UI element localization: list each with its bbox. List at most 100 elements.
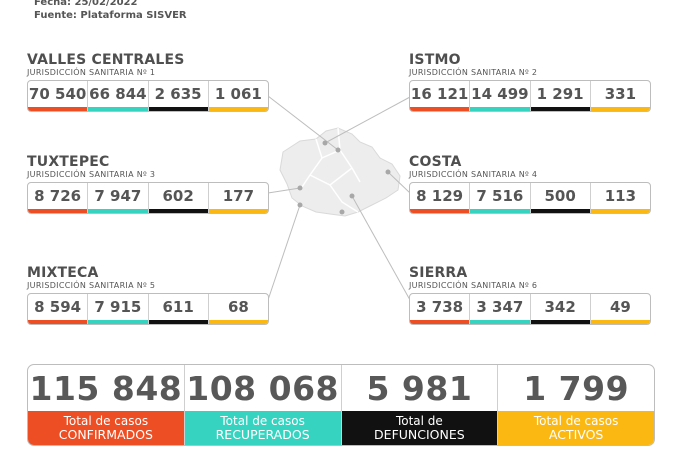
- confirmed-bar: [28, 320, 88, 324]
- deaths-bar: [148, 209, 208, 213]
- stat-recovered: 7 915: [88, 294, 149, 324]
- stat-deaths: 611: [148, 294, 209, 324]
- total-value: 5 981: [366, 368, 473, 408]
- total-label: Total de DEFUNCIONES: [341, 411, 498, 445]
- state-totals: 115 848 Total de casos CONFIRMADOS 108 0…: [27, 364, 655, 446]
- region-sierra: SIERRA JURISDICCIÓN SANITARIA Nº 6 3 738…: [409, 266, 651, 325]
- confirmed-bar: [410, 209, 470, 213]
- total-active: 1 799 Total de casos ACTIVOS: [498, 365, 654, 445]
- total-value: 115 848: [29, 368, 183, 408]
- stat-value: 49: [609, 298, 631, 316]
- stat-active: 49: [590, 294, 650, 324]
- stat-recovered: 14 499: [470, 81, 531, 111]
- region-jurisdiction: JURISDICCIÓN SANITARIA Nº 3: [27, 170, 156, 179]
- stat-value: 611: [162, 298, 194, 316]
- stat-recovered: 7 516: [470, 183, 531, 213]
- stat-value: 7 915: [94, 298, 142, 316]
- stat-recovered: 3 347: [470, 294, 531, 324]
- stat-value: 1 061: [214, 85, 262, 103]
- recovered-bar: [470, 209, 530, 213]
- total-label: Total de casos RECUPERADOS: [184, 411, 341, 445]
- region-stats: 70 540 66 844 2 635 1 061: [27, 80, 269, 112]
- map-leader-lines: [267, 95, 411, 301]
- stat-value: 342: [544, 298, 576, 316]
- recovered-bar: [88, 209, 148, 213]
- active-bar: [208, 320, 268, 324]
- region-stats: 16 121 14 499 1 291 331: [409, 80, 651, 112]
- region-name: VALLES CENTRALES: [27, 52, 185, 68]
- stat-active: 1 061: [208, 81, 268, 111]
- stat-value: 177: [222, 187, 255, 205]
- stat-value: 3 347: [476, 298, 524, 316]
- active-bar: [590, 209, 650, 213]
- deaths-bar: [148, 107, 208, 111]
- total-value: 108 068: [186, 368, 339, 408]
- stat-deaths: 1 291: [530, 81, 591, 111]
- stat-deaths: 500: [530, 183, 591, 213]
- stat-deaths: 602: [148, 183, 209, 213]
- stat-value: 70 540: [28, 85, 87, 103]
- deaths-bar: [530, 320, 590, 324]
- report-date: Fecha: 25/02/2022: [34, 0, 138, 8]
- stat-value: 1 291: [536, 85, 584, 103]
- confirmed-bar: [28, 107, 88, 111]
- total-label-bottom: ACTIVOS: [548, 427, 604, 442]
- stat-active: 113: [590, 183, 650, 213]
- region-name: ISTMO: [409, 52, 461, 68]
- region-name: TUXTEPEC: [27, 154, 110, 170]
- region-name: SIERRA: [409, 265, 468, 281]
- deaths-bar: [148, 320, 208, 324]
- total-label: Total de casos CONFIRMADOS: [28, 411, 184, 445]
- region-valles-centrales: VALLES CENTRALES JURISDICCIÓN SANITARIA …: [27, 53, 269, 112]
- region-stats: 3 738 3 347 342 49: [409, 293, 651, 325]
- stat-confirmed: 8 726: [28, 183, 89, 213]
- report-header: Fecha: 25/02/2022 Fuente: Plataforma SIS…: [34, 0, 187, 22]
- report-source: Fuente: Plataforma SISVER: [34, 10, 187, 21]
- total-label-bottom: DEFUNCIONES: [374, 427, 465, 442]
- stat-value: 8 726: [34, 187, 82, 205]
- stat-active: 177: [208, 183, 268, 213]
- stat-deaths: 342: [530, 294, 591, 324]
- stat-value: 113: [604, 187, 637, 205]
- stat-active: 331: [590, 81, 650, 111]
- recovered-bar: [470, 320, 530, 324]
- region-istmo: ISTMO JURISDICCIÓN SANITARIA Nº 2 16 121…: [409, 53, 651, 112]
- stat-value: 16 121: [410, 85, 469, 103]
- recovered-bar: [88, 107, 148, 111]
- region-jurisdiction: JURISDICCIÓN SANITARIA Nº 6: [409, 281, 538, 290]
- active-bar: [208, 209, 268, 213]
- stat-value: 331: [604, 85, 637, 103]
- stat-confirmed: 3 738: [410, 294, 471, 324]
- region-stats: 8 594 7 915 611 68: [27, 293, 269, 325]
- region-stats: 8 726 7 947 602 177: [27, 182, 269, 214]
- stat-value: 66 844: [89, 85, 147, 103]
- active-bar: [590, 320, 650, 324]
- recovered-bar: [88, 320, 148, 324]
- confirmed-bar: [410, 107, 470, 111]
- stat-value: 7 516: [476, 187, 524, 205]
- region-costa: COSTA JURISDICCIÓN SANITARIA Nº 4 8 129 …: [409, 155, 651, 214]
- stat-recovered: 7 947: [88, 183, 149, 213]
- total-label-top: Total de casos: [63, 414, 149, 428]
- deaths-bar: [530, 107, 590, 111]
- region-jurisdiction: JURISDICCIÓN SANITARIA Nº 5: [27, 281, 156, 290]
- stat-active: 68: [208, 294, 268, 324]
- stat-deaths: 2 635: [148, 81, 209, 111]
- total-label-top: Total de: [395, 414, 443, 428]
- total-label: Total de casos ACTIVOS: [498, 411, 654, 445]
- region-jurisdiction: JURISDICCIÓN SANITARIA Nº 2: [409, 68, 538, 77]
- stat-value: 3 738: [416, 298, 464, 316]
- confirmed-bar: [410, 320, 470, 324]
- region-mixteca: MIXTECA JURISDICCIÓN SANITARIA Nº 5 8 59…: [27, 266, 269, 325]
- stat-confirmed: 16 121: [410, 81, 471, 111]
- recovered-bar: [470, 107, 530, 111]
- total-label-bottom: CONFIRMADOS: [58, 427, 153, 442]
- total-label-top: Total de casos: [220, 414, 305, 428]
- deaths-bar: [530, 209, 590, 213]
- active-bar: [590, 107, 650, 111]
- region-tuxtepec: TUXTEPEC JURISDICCIÓN SANITARIA Nº 3 8 7…: [27, 155, 269, 214]
- total-confirmed: 115 848 Total de casos CONFIRMADOS: [28, 365, 185, 445]
- stat-value: 8 129: [416, 187, 464, 205]
- stat-value: 68: [227, 298, 249, 316]
